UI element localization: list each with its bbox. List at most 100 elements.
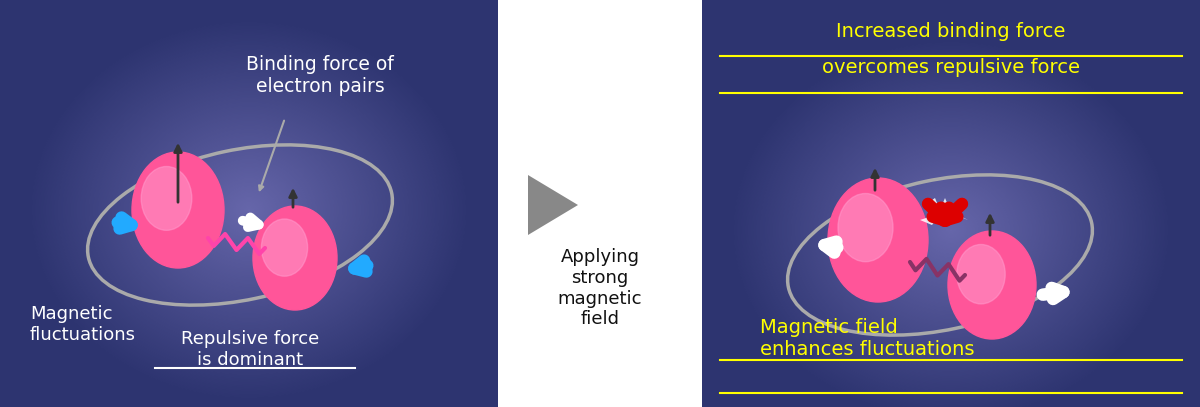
Ellipse shape bbox=[875, 164, 1027, 296]
Ellipse shape bbox=[881, 169, 1021, 291]
Ellipse shape bbox=[859, 150, 1044, 310]
Ellipse shape bbox=[118, 96, 382, 324]
Ellipse shape bbox=[188, 158, 310, 262]
Ellipse shape bbox=[856, 148, 1046, 312]
Ellipse shape bbox=[55, 43, 443, 377]
Ellipse shape bbox=[907, 192, 995, 268]
Text: Magnetic field
enhances fluctuations: Magnetic field enhances fluctuations bbox=[760, 318, 974, 359]
Ellipse shape bbox=[38, 28, 461, 392]
Ellipse shape bbox=[178, 148, 320, 272]
Ellipse shape bbox=[59, 45, 439, 375]
Ellipse shape bbox=[262, 219, 307, 276]
Ellipse shape bbox=[898, 184, 1004, 276]
Text: overcomes repulsive force: overcomes repulsive force bbox=[822, 58, 1080, 77]
Ellipse shape bbox=[838, 132, 1064, 328]
Ellipse shape bbox=[804, 103, 1098, 357]
Ellipse shape bbox=[769, 73, 1133, 387]
Ellipse shape bbox=[162, 135, 336, 285]
Ellipse shape bbox=[800, 100, 1102, 361]
Ellipse shape bbox=[768, 72, 1134, 388]
Ellipse shape bbox=[179, 149, 319, 271]
Ellipse shape bbox=[926, 208, 976, 252]
Ellipse shape bbox=[928, 210, 974, 250]
Ellipse shape bbox=[790, 91, 1112, 369]
Ellipse shape bbox=[850, 142, 1052, 317]
Ellipse shape bbox=[764, 69, 1138, 391]
Ellipse shape bbox=[218, 184, 280, 236]
Ellipse shape bbox=[901, 187, 1001, 273]
Ellipse shape bbox=[874, 163, 1028, 297]
Ellipse shape bbox=[844, 138, 1058, 322]
Ellipse shape bbox=[73, 58, 425, 362]
Ellipse shape bbox=[948, 228, 954, 232]
Ellipse shape bbox=[882, 171, 1020, 289]
Ellipse shape bbox=[835, 130, 1067, 330]
Ellipse shape bbox=[202, 169, 296, 251]
Ellipse shape bbox=[803, 102, 1099, 358]
Ellipse shape bbox=[923, 206, 979, 254]
Ellipse shape bbox=[750, 57, 1152, 403]
Ellipse shape bbox=[139, 115, 359, 305]
Ellipse shape bbox=[925, 207, 978, 253]
Ellipse shape bbox=[92, 74, 406, 346]
Ellipse shape bbox=[136, 112, 362, 308]
Ellipse shape bbox=[115, 95, 383, 325]
Ellipse shape bbox=[761, 66, 1141, 395]
Ellipse shape bbox=[817, 115, 1085, 345]
Ellipse shape bbox=[781, 83, 1121, 377]
Ellipse shape bbox=[941, 221, 961, 239]
Ellipse shape bbox=[828, 178, 928, 302]
Ellipse shape bbox=[828, 124, 1074, 337]
Ellipse shape bbox=[751, 58, 1151, 402]
Ellipse shape bbox=[47, 35, 451, 385]
Ellipse shape bbox=[185, 154, 313, 266]
Ellipse shape bbox=[215, 181, 283, 239]
Ellipse shape bbox=[860, 151, 1042, 309]
Ellipse shape bbox=[144, 119, 355, 301]
Ellipse shape bbox=[823, 120, 1079, 340]
Ellipse shape bbox=[895, 182, 1007, 278]
Ellipse shape bbox=[46, 34, 452, 386]
Ellipse shape bbox=[762, 67, 1140, 394]
Ellipse shape bbox=[246, 208, 252, 212]
Ellipse shape bbox=[940, 220, 962, 240]
Ellipse shape bbox=[54, 42, 444, 379]
Ellipse shape bbox=[41, 30, 457, 390]
Ellipse shape bbox=[217, 182, 281, 238]
Ellipse shape bbox=[791, 92, 1111, 368]
Ellipse shape bbox=[193, 162, 305, 258]
Ellipse shape bbox=[788, 90, 1114, 371]
Ellipse shape bbox=[949, 229, 953, 231]
Ellipse shape bbox=[76, 61, 422, 359]
Ellipse shape bbox=[776, 79, 1126, 381]
Ellipse shape bbox=[158, 131, 340, 289]
Ellipse shape bbox=[233, 196, 265, 224]
Ellipse shape bbox=[199, 167, 299, 253]
Ellipse shape bbox=[109, 90, 389, 330]
Ellipse shape bbox=[212, 178, 286, 242]
Ellipse shape bbox=[758, 64, 1144, 396]
Ellipse shape bbox=[947, 226, 955, 234]
Ellipse shape bbox=[829, 125, 1073, 335]
Ellipse shape bbox=[40, 29, 458, 391]
Ellipse shape bbox=[186, 155, 312, 265]
Ellipse shape bbox=[822, 118, 1080, 341]
Ellipse shape bbox=[85, 68, 413, 352]
Ellipse shape bbox=[749, 55, 1153, 405]
Ellipse shape bbox=[72, 57, 426, 363]
Ellipse shape bbox=[793, 93, 1110, 367]
Ellipse shape bbox=[811, 109, 1091, 350]
Ellipse shape bbox=[742, 49, 1160, 407]
Ellipse shape bbox=[848, 141, 1054, 319]
Ellipse shape bbox=[886, 173, 1018, 287]
Ellipse shape bbox=[948, 231, 1036, 339]
Ellipse shape bbox=[221, 186, 277, 234]
Ellipse shape bbox=[78, 62, 421, 358]
Ellipse shape bbox=[49, 38, 449, 382]
Ellipse shape bbox=[863, 154, 1039, 306]
Ellipse shape bbox=[91, 73, 408, 347]
Ellipse shape bbox=[126, 104, 372, 316]
Ellipse shape bbox=[854, 147, 1048, 314]
Ellipse shape bbox=[102, 83, 396, 337]
Ellipse shape bbox=[100, 81, 398, 339]
